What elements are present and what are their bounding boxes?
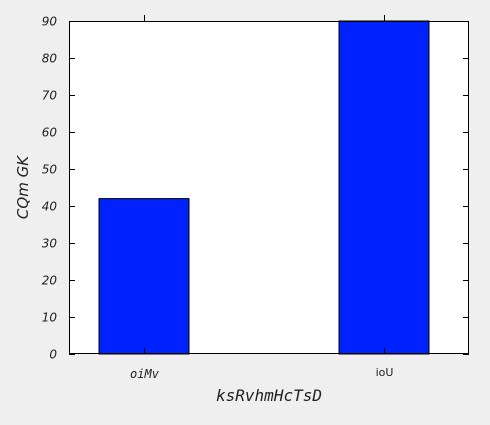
y-axis-title: CQm GK xyxy=(14,155,32,219)
plot-frame xyxy=(69,21,469,354)
y-tick-label: 40 xyxy=(42,200,58,214)
bar-ioU xyxy=(338,20,430,355)
y-tick-label: 20 xyxy=(42,274,58,288)
x-tick-label: ioU xyxy=(376,366,394,379)
x-tick-label: oiMv xyxy=(130,367,160,381)
y-tick-label: 30 xyxy=(42,237,58,251)
y-tick-label: 0 xyxy=(49,348,57,362)
y-tick-label: 60 xyxy=(42,126,58,140)
bar-oiMv xyxy=(98,198,190,355)
y-tick-label: 50 xyxy=(42,163,58,177)
y-tick-label: 90 xyxy=(42,15,58,29)
y-tick-label: 70 xyxy=(42,89,58,103)
y-tick-label: 10 xyxy=(42,311,58,325)
x-axis-title: ksRvhmHcTsD xyxy=(216,386,322,405)
y-axis: 0 10 20 30 40 50 60 70 80 90 xyxy=(42,15,469,362)
y-tick-label: 80 xyxy=(42,52,58,66)
x-axis: oiMv ioU xyxy=(130,15,393,381)
